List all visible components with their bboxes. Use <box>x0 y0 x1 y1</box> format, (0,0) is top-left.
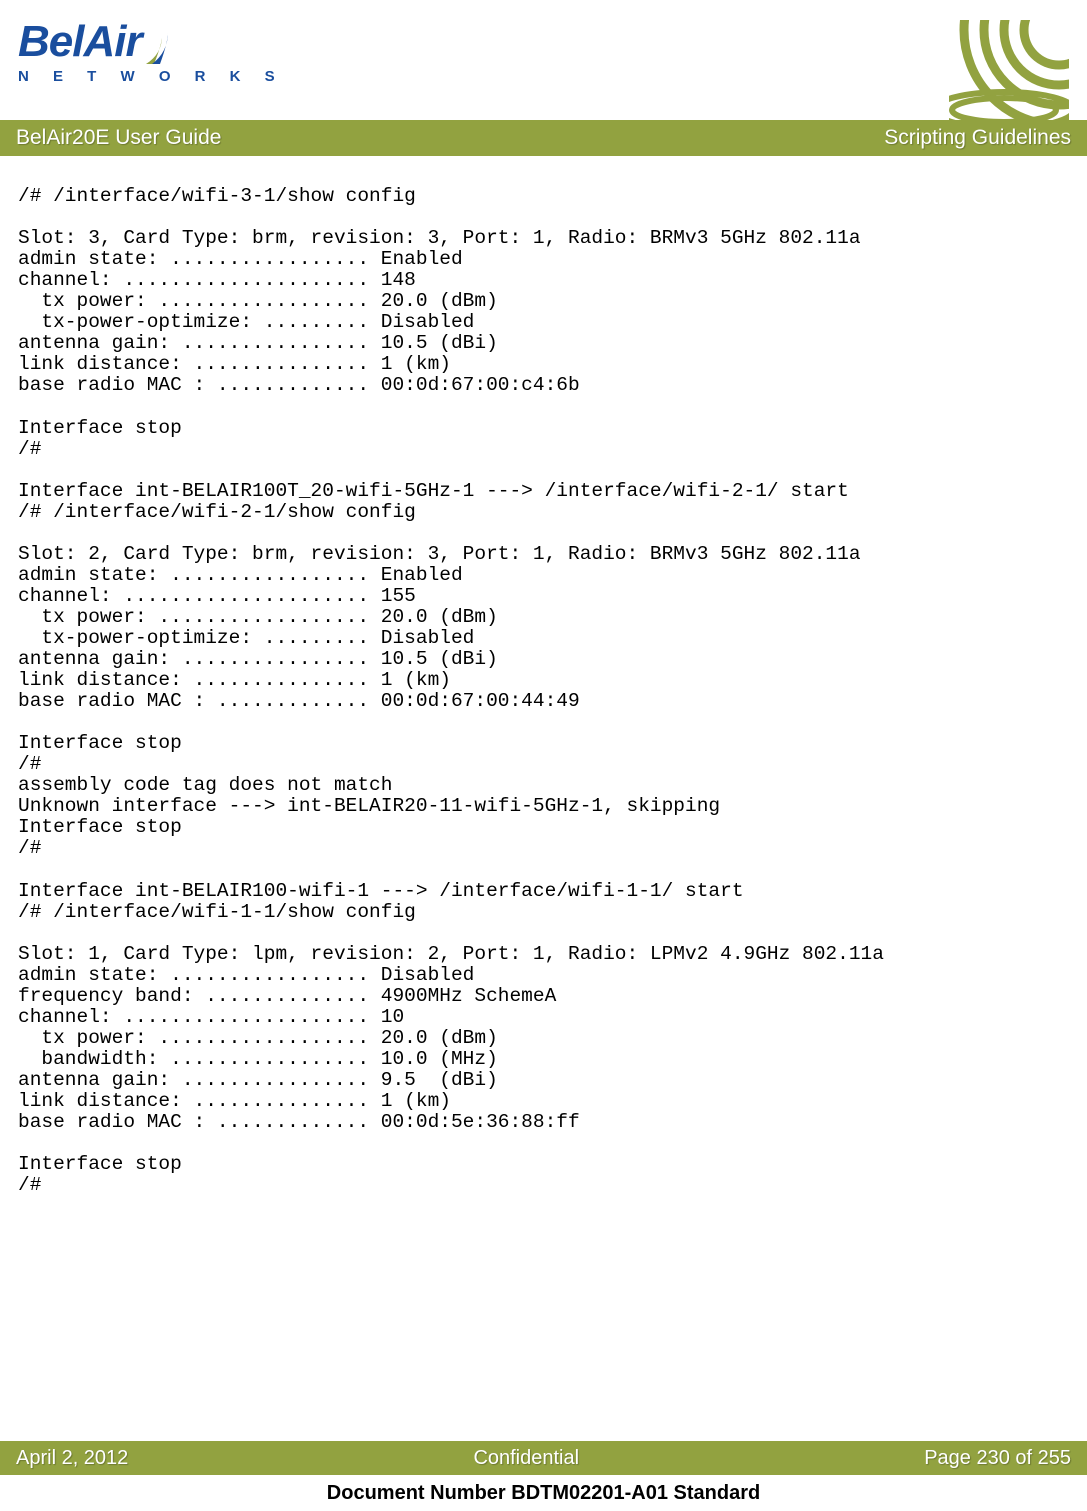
logo-name: BelAir <box>18 20 142 64</box>
logo: BelAir N E T W O R K S <box>18 20 285 85</box>
logo-subtext: N E T W O R K S <box>18 68 285 85</box>
page-header: BelAir N E T W O R K S <box>0 0 1087 120</box>
logo-top: BelAir <box>18 20 285 64</box>
document-number: Document Number BDTM02201-A01 Standard <box>0 1482 1087 1505</box>
footer-date: April 2, 2012 <box>16 1447 128 1470</box>
terminal-output: /# /interface/wifi-3-1/show config Slot:… <box>18 186 1069 1196</box>
footer-page: Page 230 of 255 <box>924 1447 1071 1470</box>
title-right: Scripting Guidelines <box>884 126 1071 150</box>
title-left: BelAir20E User Guide <box>16 126 221 150</box>
title-bar: BelAir20E User Guide Scripting Guideline… <box>0 120 1087 156</box>
footer-bar: April 2, 2012 Confidential Page 230 of 2… <box>0 1441 1087 1475</box>
footer-confidential: Confidential <box>473 1447 579 1470</box>
logo-swoosh-icon <box>144 24 172 64</box>
header-network-icon <box>949 20 1069 120</box>
